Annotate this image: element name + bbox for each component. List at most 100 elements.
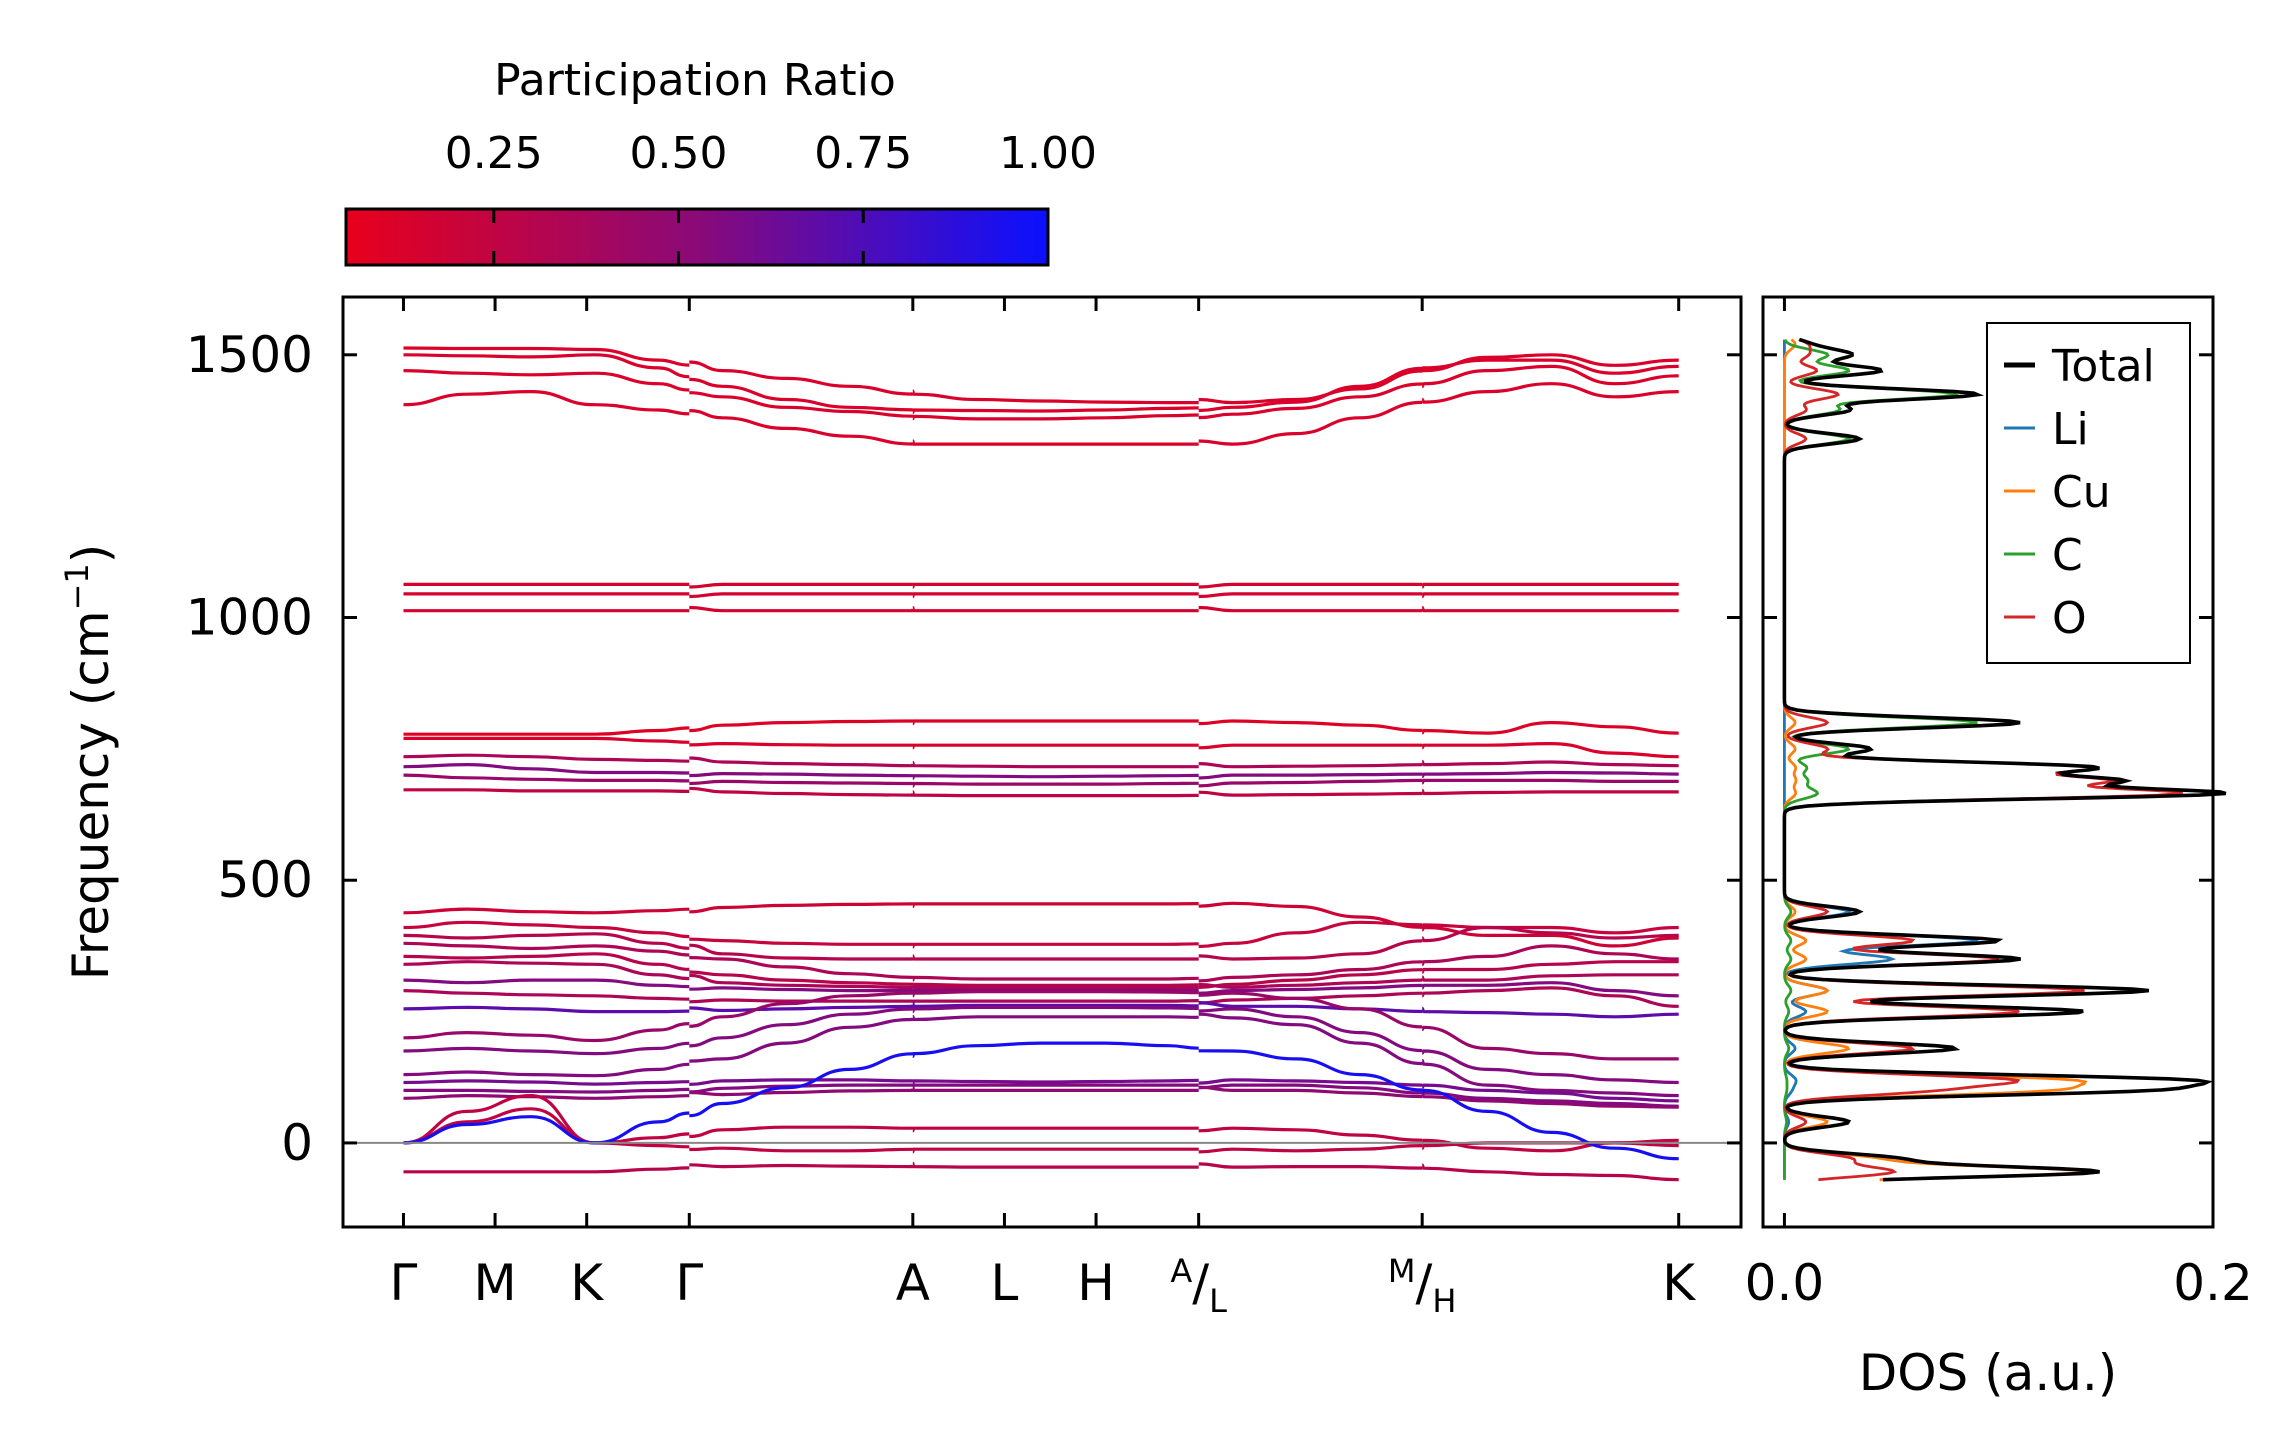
- band-line: [911, 954, 1199, 961]
- band-line: [403, 989, 690, 1001]
- band-line: [1198, 400, 1423, 446]
- band-line: [1198, 382, 1423, 420]
- band-line: [403, 1093, 690, 1149]
- band-line: [1421, 759, 1679, 768]
- band-line: [1421, 605, 1679, 613]
- band-line: [1421, 944, 1679, 967]
- band-line: [403, 753, 690, 763]
- k-label: A/L: [1170, 1252, 1227, 1320]
- band-line: [689, 1088, 913, 1097]
- band-line: [1198, 772, 1423, 780]
- band-line: [911, 790, 1199, 798]
- band-line: [1421, 1091, 1679, 1109]
- band-line: [689, 1078, 913, 1086]
- band-line: [689, 973, 913, 989]
- band-line: [403, 1087, 690, 1094]
- y-tick-label: 1000: [186, 589, 313, 647]
- legend-label: Li: [2052, 404, 2089, 455]
- band-line: [1421, 1006, 1679, 1019]
- band-line: [403, 932, 690, 950]
- band-line: [911, 1005, 1199, 1014]
- k-label: A: [896, 1254, 930, 1312]
- dos-xlabel: DOS (a.u.): [1859, 1344, 2118, 1402]
- band-line: [689, 719, 913, 733]
- band-line: [911, 975, 1199, 982]
- band-line: [1421, 925, 1679, 943]
- band-line: [403, 1079, 690, 1086]
- band-line: [1421, 592, 1679, 599]
- band-line: [403, 960, 690, 981]
- band-line: [1198, 743, 1423, 750]
- band-line: [1421, 1088, 1679, 1161]
- band-line: [911, 605, 1199, 613]
- band-line: [689, 937, 913, 946]
- band-line: [689, 741, 913, 747]
- band-plot-frame: [341, 295, 1743, 1229]
- band-line: [1421, 770, 1679, 779]
- band-line: [1198, 991, 1423, 1029]
- band-line: [911, 389, 1199, 405]
- band-line: [1198, 369, 1423, 405]
- band-line: [689, 956, 913, 979]
- band-line: [1421, 1083, 1679, 1103]
- band-line: [689, 1125, 913, 1139]
- k-label: K: [1662, 1254, 1696, 1312]
- band-line: [911, 1001, 1199, 1008]
- band-line: [1198, 901, 1423, 929]
- band-line: [911, 743, 1199, 750]
- band-line: [1198, 1162, 1423, 1170]
- band-ylabel: Frequency (cm−1): [58, 544, 120, 981]
- band-line: [1421, 1049, 1679, 1085]
- band-line: [689, 1083, 913, 1094]
- band-line: [911, 902, 1199, 909]
- band-line: [403, 788, 690, 793]
- band-line: [689, 592, 913, 599]
- colorbar-tick-label: 0.50: [630, 128, 728, 179]
- band-line: [689, 582, 913, 589]
- dos-panel: 0.0 0.2 DOS (a.u.) Total Li Cu CO: [1745, 295, 2253, 1402]
- band-line: [1198, 778, 1423, 788]
- band-line: [403, 1093, 690, 1100]
- band-line: [403, 736, 690, 744]
- colorbar-tick-label: 0.25: [445, 128, 543, 179]
- band-line: [689, 1017, 913, 1063]
- band-line: [403, 773, 690, 783]
- band-line: [1198, 1126, 1423, 1142]
- band-line: [1421, 973, 1679, 982]
- band-line: [403, 920, 690, 939]
- band-line: [1198, 790, 1423, 797]
- band-line: [689, 1004, 913, 1013]
- dos-x-tick-label: 0.0: [1745, 1254, 1825, 1312]
- band-line: [689, 605, 913, 613]
- band-line: [1198, 978, 1423, 990]
- dos-x-tick-label: 0.2: [2173, 1254, 2253, 1312]
- y-tick-label: 500: [218, 851, 313, 909]
- band-line: [403, 1111, 690, 1145]
- band-line: [1198, 582, 1423, 589]
- band-line: [1421, 986, 1679, 1008]
- legend-label: O: [2052, 593, 2087, 644]
- band-line: [911, 1041, 1199, 1058]
- band-line: [1198, 762, 1423, 769]
- band-line: [403, 1022, 690, 1043]
- band-line: [911, 1083, 1199, 1090]
- band-line: [1421, 741, 1679, 759]
- band-line: [403, 1005, 690, 1014]
- band-line: [1421, 720, 1679, 735]
- band-line: [1198, 366, 1423, 413]
- band-line: [689, 902, 913, 914]
- legend: Total Li Cu CO: [1986, 322, 2191, 664]
- band-line: [911, 773, 1199, 780]
- band-line: [689, 377, 913, 412]
- band-line: [1198, 1012, 1423, 1066]
- band-line: [1198, 1049, 1423, 1092]
- band-line: [1198, 605, 1423, 613]
- legend-frame: [1986, 322, 2191, 664]
- k-label: H: [1077, 1254, 1115, 1312]
- band-line: [1198, 1001, 1423, 1014]
- colorbar-gradient: [344, 207, 1050, 267]
- band-line: [1421, 1025, 1679, 1061]
- band-line: [403, 1062, 690, 1078]
- band-line: [403, 1166, 690, 1174]
- band-line: [1198, 920, 1423, 949]
